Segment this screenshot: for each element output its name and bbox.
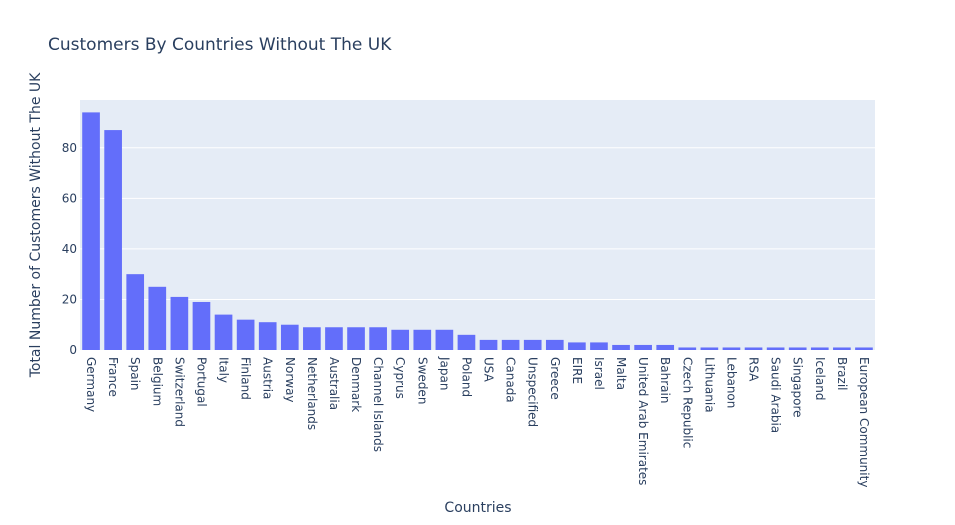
x-tick-label: United Arab Emirates — [636, 357, 650, 485]
bar-saudi-arabia[interactable] — [766, 347, 785, 350]
x-tick-label: Sweden — [415, 357, 429, 404]
bar-usa[interactable] — [479, 339, 498, 350]
y-tick-label: 60 — [62, 191, 77, 205]
bar-european-community[interactable] — [855, 347, 873, 350]
bar-lithuania[interactable] — [700, 347, 719, 350]
x-tick-label: Czech Republic — [680, 357, 694, 448]
bar-finland[interactable] — [236, 319, 255, 350]
x-tick-label: Belgium — [150, 357, 164, 406]
x-tick-label: Lebanon — [724, 357, 738, 408]
bar-japan[interactable] — [435, 329, 454, 350]
x-tick-label: France — [106, 357, 120, 397]
x-tick-label: Iceland — [813, 357, 827, 400]
x-tick-label: EIRE — [570, 357, 584, 384]
x-tick-label: Finland — [239, 357, 253, 400]
bar-australia[interactable] — [325, 327, 343, 350]
bar-canada[interactable] — [501, 339, 520, 350]
x-tick-label: Japan — [437, 356, 451, 390]
bar-sweden[interactable] — [413, 329, 432, 350]
bars — [82, 112, 873, 350]
y-tick-label: 20 — [62, 292, 77, 306]
bar-belgium[interactable] — [148, 286, 167, 350]
x-tick-label: Netherlands — [305, 357, 319, 430]
bar-eire[interactable] — [568, 342, 586, 350]
bar-greece[interactable] — [545, 339, 564, 350]
y-axis-title: Total Number of Customers Without The UK — [28, 72, 44, 378]
bar-malta[interactable] — [612, 344, 630, 350]
x-tick-label: Lithuania — [702, 357, 716, 413]
bar-netherlands[interactable] — [303, 327, 321, 350]
bar-brazil[interactable] — [833, 347, 851, 350]
x-tick-label: Spain — [128, 357, 142, 391]
bar-spain[interactable] — [126, 274, 145, 350]
bar-rsa[interactable] — [744, 347, 763, 350]
chart-title: Customers By Countries Without The UK — [48, 35, 392, 55]
y-tick-label: 0 — [69, 343, 77, 357]
x-tick-label: Germany — [84, 357, 98, 412]
x-tick-label: Switzerland — [172, 357, 186, 427]
x-tick-label: Poland — [459, 357, 473, 397]
x-tick-label: USA — [482, 357, 496, 383]
y-tick-label: 80 — [62, 141, 77, 155]
x-tick-label: European Community — [857, 357, 871, 487]
x-tick-label: Brazil — [835, 357, 849, 391]
x-axis-title: Countries — [444, 500, 511, 516]
bar-cyprus[interactable] — [391, 329, 410, 350]
bar-norway[interactable] — [280, 324, 299, 350]
x-tick-label: Israel — [592, 357, 606, 390]
x-tick-label: Saudi Arabia — [769, 357, 783, 433]
x-tick-label: Bahrain — [658, 357, 672, 403]
x-tick-label: Greece — [548, 357, 562, 400]
bar-france[interactable] — [104, 130, 122, 350]
x-tick-label: Unspecified — [526, 357, 540, 427]
bar-portugal[interactable] — [192, 301, 211, 350]
x-tick-label: Canada — [504, 357, 518, 403]
bar-italy[interactable] — [214, 314, 233, 350]
x-tick-label: Singapore — [791, 357, 805, 418]
x-tick-label: Portugal — [194, 357, 208, 407]
x-tick-label: Cyprus — [393, 357, 407, 399]
x-tick-label: Denmark — [349, 357, 363, 412]
bar-israel[interactable] — [590, 342, 608, 350]
bar-czech-republic[interactable] — [678, 347, 697, 350]
bar-denmark[interactable] — [347, 327, 365, 350]
bar-bahrain[interactable] — [656, 344, 675, 350]
bar-united-arab-emirates[interactable] — [634, 344, 652, 350]
x-tick-label: Norway — [283, 357, 297, 403]
plot-area — [80, 100, 875, 350]
x-tick-label: RSA — [747, 357, 761, 382]
bar-singapore[interactable] — [788, 347, 807, 350]
bar-germany[interactable] — [82, 112, 100, 350]
bar-poland[interactable] — [457, 334, 476, 350]
x-tick-label: Austria — [261, 357, 275, 399]
x-tick-label: Malta — [614, 357, 628, 390]
x-tick-label: Channel Islands — [371, 357, 385, 452]
y-axis-ticks: 0 20 40 60 80 — [62, 141, 77, 357]
x-axis-ticks: Germany France Spain Belgium Switzerland Port… — [84, 356, 871, 487]
bar-austria[interactable] — [258, 322, 277, 350]
bar-iceland[interactable] — [810, 347, 829, 350]
x-tick-label: Italy — [217, 357, 231, 383]
y-tick-label: 40 — [62, 242, 77, 256]
bar-lebanon[interactable] — [722, 347, 741, 350]
x-tick-label: Australia — [327, 357, 341, 410]
gridlines — [80, 147, 875, 300]
bar-channel-islands[interactable] — [369, 327, 387, 350]
bar-unspecified[interactable] — [523, 339, 542, 350]
bar-switzerland[interactable] — [170, 296, 189, 350]
